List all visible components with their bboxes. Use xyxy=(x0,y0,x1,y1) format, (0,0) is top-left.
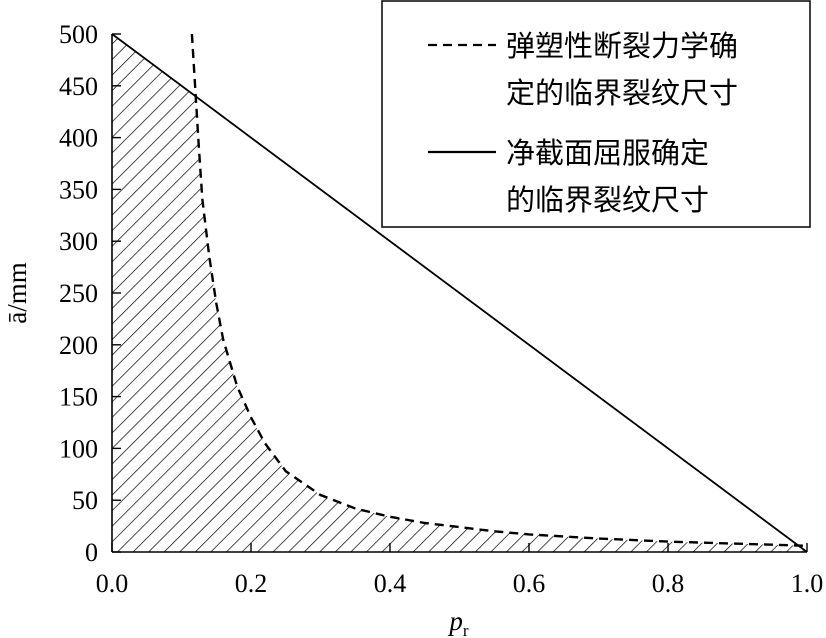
y-tick-label: 250 xyxy=(59,279,98,308)
legend-label-1-line-1: 的临界裂纹尺寸 xyxy=(506,183,709,217)
x-tick-label: 0.6 xyxy=(513,569,546,598)
y-axis-title: ā/mm xyxy=(2,262,32,324)
y-tick-label: 300 xyxy=(59,227,98,256)
series-layer xyxy=(111,33,808,553)
x-tick-label: 0.4 xyxy=(374,569,407,598)
legend-label-0-line-1: 定的临界裂纹尺寸 xyxy=(506,76,738,110)
y-tick-label: 350 xyxy=(59,175,98,204)
y-tick-label: 500 xyxy=(59,20,98,49)
legend: 弹塑性断裂力学确 定的临界裂纹尺寸 净截面屈服确定 的临界裂纹尺寸 xyxy=(381,0,811,228)
y-tick-label: 200 xyxy=(59,331,98,360)
x-tick-label: 0.2 xyxy=(235,569,268,598)
y-tick-label: 150 xyxy=(59,383,98,412)
legend-box xyxy=(381,0,811,228)
x-axis-title-main: p xyxy=(447,606,463,636)
y-ticks: 0 50 100 150 200 250 300 350 400 450 500 xyxy=(59,20,121,567)
y-tick-label: 0 xyxy=(85,538,98,567)
y-tick-label: 400 xyxy=(59,124,98,153)
series-line-dashed xyxy=(190,33,808,547)
x-tick-label: 0.0 xyxy=(96,569,129,598)
x-tick-label: 0.8 xyxy=(652,569,685,598)
y-tick-label: 100 xyxy=(59,434,98,463)
legend-label-1-line-0: 净截面屈服确定 xyxy=(506,136,709,170)
y-tick-label: 450 xyxy=(59,72,98,101)
x-ticks: 0.0 0.2 0.4 0.6 0.8 1.0 xyxy=(96,543,824,598)
legend-label-0-line-0: 弹塑性断裂力学确 xyxy=(506,29,738,63)
x-tick-label: 1.0 xyxy=(791,569,824,598)
x-axis-title-subscript: r xyxy=(463,621,469,638)
x-axis-title: pr xyxy=(447,606,469,638)
y-tick-label: 50 xyxy=(72,486,98,515)
series-line-solid xyxy=(111,33,808,553)
